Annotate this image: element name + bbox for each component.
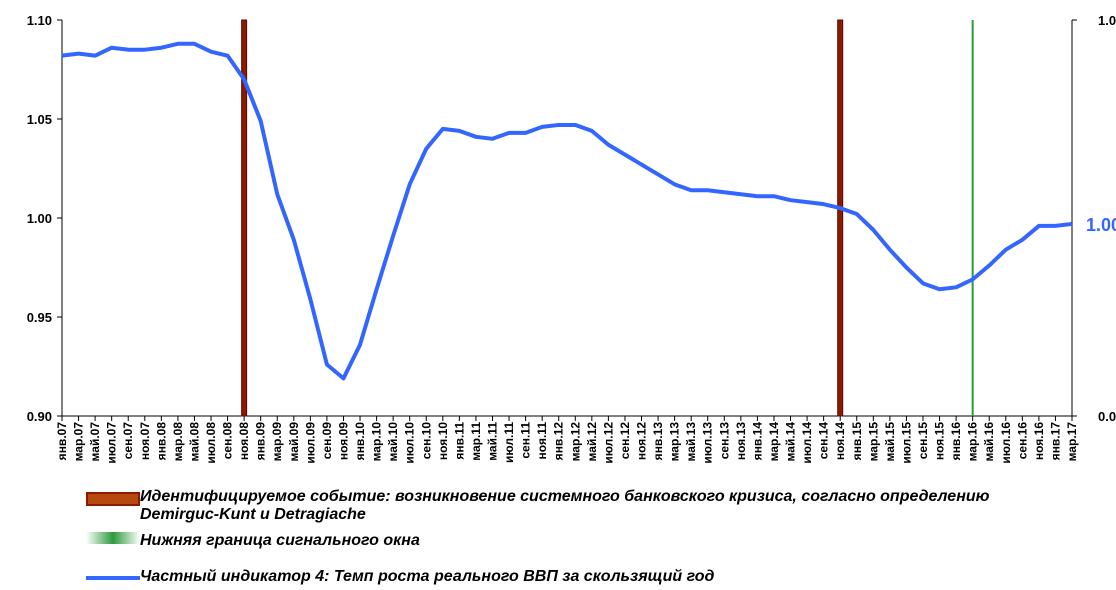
x-tick-label: янв.15 (850, 422, 864, 461)
x-tick-label: янв.17 (1048, 422, 1062, 461)
x-tick-label: ноя.11 (535, 422, 549, 460)
x-tick-label: сен.16 (1015, 422, 1029, 460)
x-tick-label: июл.12 (601, 422, 615, 464)
x-tick-label: май.13 (684, 422, 698, 462)
x-tick-label: сен.07 (121, 422, 135, 460)
x-tick-label: сен.08 (221, 422, 235, 460)
x-tick-label: июл.15 (899, 422, 913, 464)
x-tick-label: июл.13 (701, 422, 715, 464)
crisis-bar (837, 19, 844, 417)
x-tick-label: июл.11 (502, 422, 516, 463)
x-tick-label: янв.14 (750, 422, 764, 461)
legend-item: Частный индикатор 4: Темп роста реальног… (86, 568, 1040, 586)
y-tick-label: 0.90 (27, 409, 52, 424)
y-tick-label: 1.00 (27, 211, 52, 226)
x-tick-label: май.14 (784, 422, 798, 462)
legend-label: Идентифицируемое событие: возникновение … (140, 488, 990, 523)
x-tick-label: май.11 (485, 422, 499, 461)
x-tick-label: ноя.16 (1032, 422, 1046, 460)
x-tick-label: янв.13 (651, 422, 665, 461)
x-tick-label: мар.12 (568, 422, 582, 462)
legend-item: Нижняя граница сигнального окна (86, 532, 1040, 550)
x-tick-label: ноя.10 (436, 422, 450, 460)
legend-symbol (86, 576, 140, 580)
x-tick-label: ноя.12 (635, 422, 649, 460)
x-tick-label: июл.14 (800, 422, 814, 464)
x-tick-label: май.15 (883, 422, 897, 462)
x-tick-label: янв.16 (949, 422, 963, 461)
y2-tick-label: 0.0 (1098, 409, 1116, 424)
legend-symbol (86, 492, 140, 506)
x-tick-label: июл.16 (999, 422, 1013, 464)
x-tick-label: ноя.13 (734, 422, 748, 460)
x-tick-label: ноя.08 (237, 422, 251, 460)
crisis-bar (241, 19, 248, 417)
x-tick-label: ноя.14 (833, 422, 847, 460)
x-tick-label: янв.11 (452, 422, 466, 460)
x-tick-label: сен.13 (717, 422, 731, 460)
x-tick-label: мар.08 (171, 422, 185, 462)
x-tick-label: янв.08 (154, 422, 168, 461)
x-tick-label: сен.15 (916, 422, 930, 460)
legend-item: Идентифицируемое событие: возникновение … (86, 488, 1040, 524)
x-tick-label: янв.09 (254, 422, 268, 461)
x-tick-label: июл.09 (303, 422, 317, 464)
x-tick-label: мар.09 (270, 422, 284, 462)
x-tick-label: сен.11 (519, 422, 533, 459)
x-tick-label: ноя.07 (138, 422, 152, 460)
legend-label: Частный индикатор 4: Темп роста реальног… (140, 568, 715, 585)
y2-tick-label: 1.0 (1098, 13, 1116, 28)
x-tick-label: ноя.09 (336, 422, 350, 460)
x-tick-label: мар.07 (72, 422, 86, 462)
x-tick-label: сен.14 (817, 422, 831, 460)
x-tick-label: янв.10 (353, 422, 367, 461)
x-tick-label: май.09 (287, 422, 301, 462)
x-tick-label: май.10 (386, 422, 400, 462)
legend-label: Нижняя граница сигнального окна (140, 532, 420, 549)
x-tick-label: мар.11 (469, 422, 483, 461)
x-tick-label: мар.15 (866, 422, 880, 462)
x-tick-label: янв.07 (55, 422, 69, 461)
x-tick-label: мар.14 (767, 422, 781, 462)
x-tick-label: июл.10 (403, 422, 417, 464)
x-tick-label: мар.16 (966, 422, 980, 462)
line (61, 41, 1073, 381)
value-label: 1.00 (1086, 215, 1116, 235)
x-tick-label: май.07 (88, 422, 102, 462)
legend-symbol (86, 532, 140, 544)
x-tick-label: июл.08 (204, 422, 218, 464)
x-tick-label: май.08 (187, 422, 201, 462)
x-tick-label: сен.10 (419, 422, 433, 460)
y-tick-label: 1.05 (27, 112, 52, 127)
x-tick-label: май.16 (982, 422, 996, 462)
x-tick-label: мар.13 (668, 422, 682, 462)
x-tick-label: янв.12 (552, 422, 566, 461)
x-tick-label: ноя.15 (933, 422, 947, 460)
x-tick-label: мар.10 (370, 422, 384, 462)
y-tick-label: 0.95 (27, 310, 52, 325)
x-tick-label: сен.09 (320, 422, 334, 460)
x-tick-label: май.12 (585, 422, 599, 462)
y-tick-label: 1.10 (27, 13, 52, 28)
x-tick-label: июл.07 (105, 422, 119, 464)
x-tick-label: мар.17 (1065, 422, 1079, 462)
x-tick-label: сен.12 (618, 422, 632, 460)
